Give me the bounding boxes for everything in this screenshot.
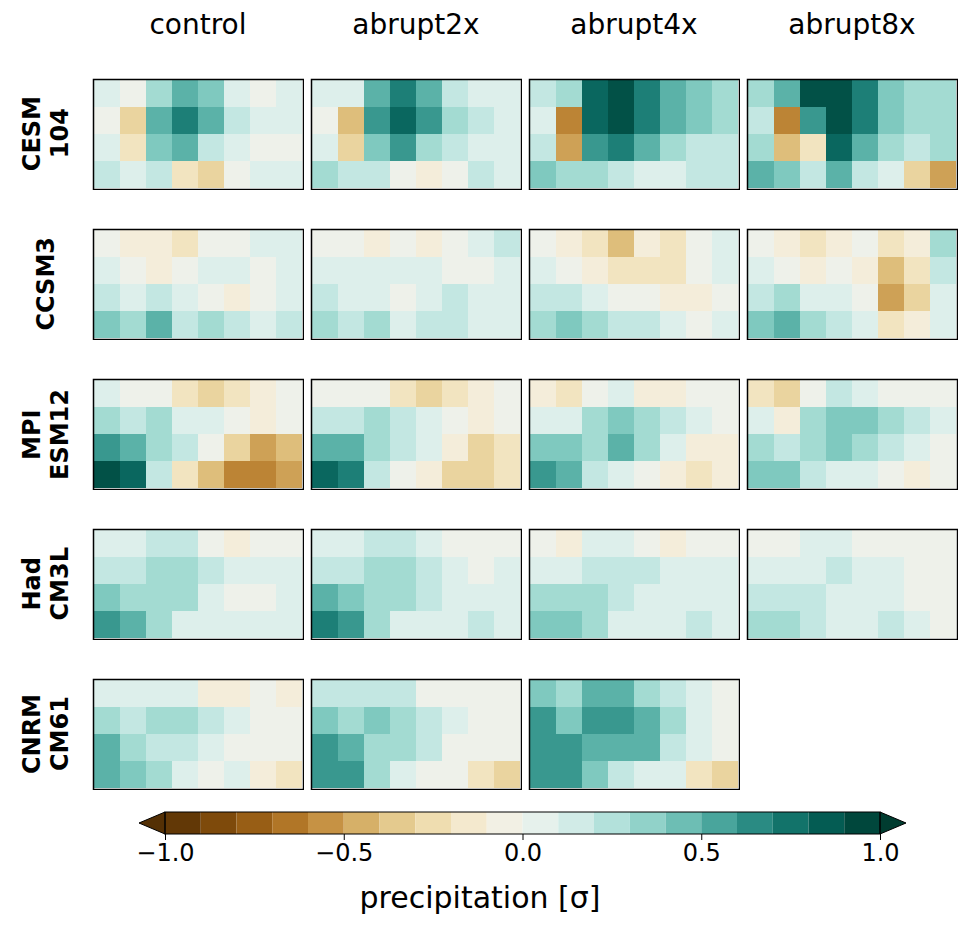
html-text:Had: Had (18, 557, 46, 611)
svg-text:0.5: 0.5 (683, 839, 721, 867)
html-text:CM61: CM61 (46, 696, 74, 772)
html-text:MPI: MPI (18, 408, 46, 460)
html-text:control: control (149, 8, 247, 41)
html-text:precipitation [σ]: precipitation [σ] (359, 880, 601, 915)
svg-text:0.0: 0.0 (504, 839, 542, 867)
html-text:CCSM3: CCSM3 (32, 237, 60, 331)
html-text:abrupt2x: abrupt2x (352, 8, 480, 41)
svg-text:−1.0: −1.0 (136, 839, 194, 867)
html-text:CM3L: CM3L (46, 547, 74, 621)
html-text:CESM: CESM (18, 96, 46, 172)
html-text:abrupt8x: abrupt8x (788, 8, 916, 41)
html-text:ESM12: ESM12 (46, 388, 74, 480)
svg-text:1.0: 1.0 (861, 839, 899, 867)
svg-text:−0.5: −0.5 (315, 839, 373, 867)
html-text:104: 104 (46, 109, 74, 160)
html-text:abrupt4x: abrupt4x (570, 8, 698, 41)
html-text:CNRM: CNRM (18, 694, 46, 774)
